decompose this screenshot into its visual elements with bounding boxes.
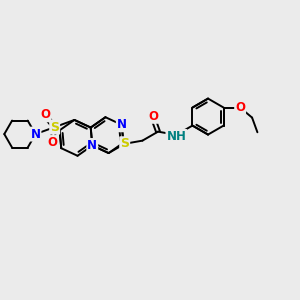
Text: O: O bbox=[40, 108, 50, 122]
Text: S: S bbox=[50, 121, 59, 134]
Text: O: O bbox=[47, 136, 57, 149]
Text: O: O bbox=[148, 110, 158, 123]
Text: N: N bbox=[87, 139, 97, 152]
Text: N: N bbox=[31, 128, 40, 141]
Text: N: N bbox=[117, 118, 127, 131]
Text: S: S bbox=[120, 137, 129, 150]
Text: O: O bbox=[235, 101, 245, 114]
Text: NH: NH bbox=[167, 130, 186, 143]
